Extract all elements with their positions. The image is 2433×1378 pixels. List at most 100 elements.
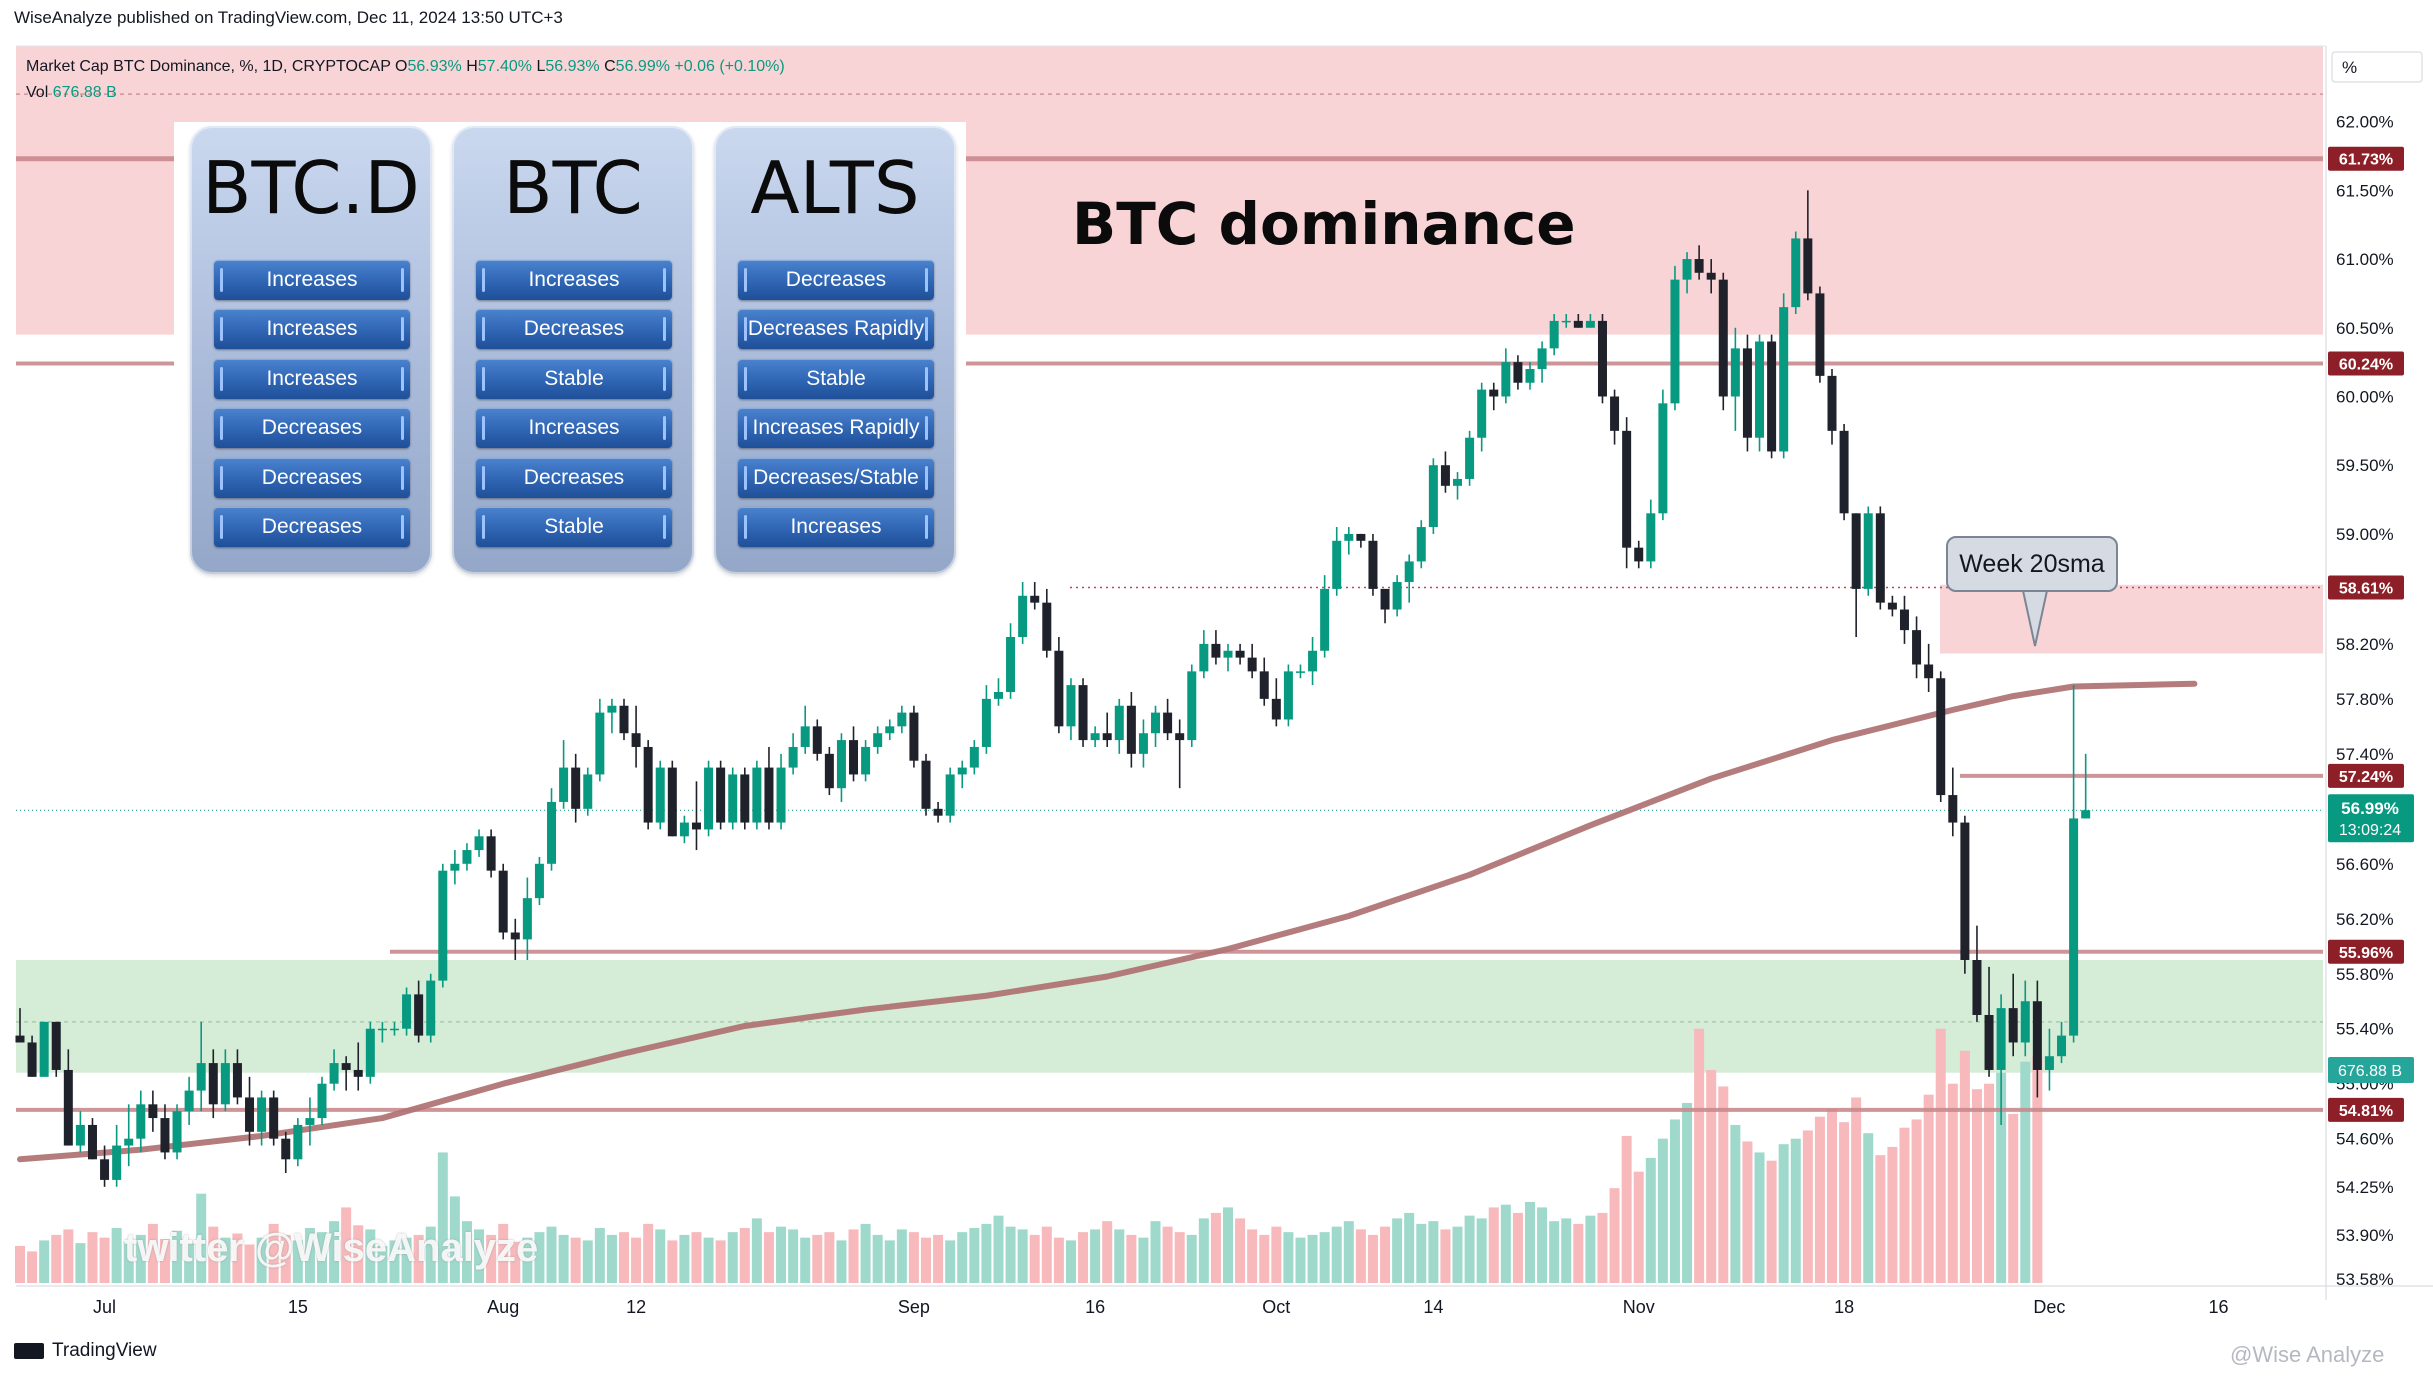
- author-watermark: @Wise Analyze: [2230, 1342, 2385, 1367]
- price-tick-label: 57.80%: [2336, 690, 2394, 709]
- time-tick-label: 14: [1423, 1297, 1443, 1317]
- volume-bar: [715, 1240, 726, 1283]
- candle-body: [691, 822, 701, 830]
- price-tick-label: 57.40%: [2336, 745, 2394, 764]
- volume-bar: [2032, 1056, 2043, 1283]
- candle-body: [1513, 362, 1523, 383]
- candle-body: [1827, 375, 1837, 431]
- candle-body: [1996, 1008, 2006, 1070]
- volume-bar: [848, 1229, 859, 1283]
- candle-body: [208, 1063, 218, 1105]
- volume-bar: [522, 1237, 533, 1283]
- price-tick-label: 55.80%: [2336, 965, 2394, 984]
- card-row: Decreases: [476, 458, 672, 498]
- volume-bar: [957, 1232, 968, 1283]
- candle-body: [873, 733, 883, 747]
- candle-body: [353, 1069, 363, 1077]
- volume-bar: [945, 1240, 956, 1283]
- candle-body: [1018, 595, 1028, 638]
- volume-bar: [1343, 1221, 1354, 1283]
- card-header: ALTS: [750, 146, 920, 230]
- volume-bar: [619, 1232, 629, 1283]
- volume-bar: [594, 1228, 605, 1283]
- candle-body: [51, 1021, 61, 1070]
- candle-body: [341, 1063, 351, 1070]
- candle-body: [402, 994, 412, 1029]
- volume-bar: [703, 1237, 714, 1283]
- candle-body: [1887, 602, 1897, 610]
- candle-body: [1972, 960, 1982, 1015]
- volume-bar: [691, 1232, 702, 1283]
- candle-body: [486, 836, 496, 871]
- candle-body: [1368, 540, 1378, 589]
- price-tick-label: 60.00%: [2336, 387, 2394, 406]
- volume-bar: [1645, 1157, 1656, 1283]
- volume-bar: [232, 1233, 243, 1283]
- candle-body: [1815, 293, 1825, 376]
- volume-bar: [341, 1207, 352, 1283]
- volume-bar: [1114, 1229, 1125, 1283]
- volume-bar: [1005, 1226, 1016, 1283]
- candle-body: [1030, 595, 1040, 603]
- volume-bar: [1367, 1234, 1378, 1283]
- volume-bar: [147, 1223, 158, 1283]
- candle-body: [800, 726, 810, 747]
- card-row: Increases: [476, 408, 672, 448]
- volume-bar: [1597, 1212, 1608, 1283]
- card-row: Decreases: [214, 458, 410, 498]
- volume-bar: [75, 1243, 86, 1283]
- price-tick-label: 53.58%: [2336, 1270, 2394, 1289]
- candle-body: [631, 733, 641, 747]
- candle-body: [1730, 348, 1740, 397]
- volume-bar: [1198, 1218, 1209, 1283]
- candle-body: [921, 760, 931, 809]
- volume-bar: [1899, 1127, 1910, 1283]
- candle-body: [1320, 588, 1330, 651]
- candle-body: [1755, 341, 1765, 438]
- tradingview-logo[interactable]: TradingView: [14, 1340, 157, 1362]
- volume-bar: [1996, 1072, 2007, 1283]
- candle-body: [1416, 527, 1426, 562]
- card-row: Decreases: [214, 507, 410, 547]
- volume-bar: [908, 1232, 919, 1283]
- candle-body: [39, 1021, 49, 1077]
- volume-bar: [1017, 1229, 1028, 1283]
- volume-bar: [401, 1237, 412, 1283]
- volume-bar: [123, 1241, 134, 1283]
- candle-body: [462, 850, 472, 864]
- candle-body: [2069, 818, 2079, 1036]
- card-row: Decreases: [214, 408, 410, 448]
- candle-body: [27, 1042, 37, 1077]
- candle-body: [2020, 1001, 2030, 1043]
- volume-bar: [534, 1232, 545, 1283]
- volume-bar: [812, 1234, 823, 1283]
- candle-body: [377, 1028, 387, 1031]
- tradingview-logo-icon: [14, 1343, 44, 1359]
- ohlc-change: +0.06 (+0.10%): [674, 58, 785, 75]
- volume-bar: [1452, 1226, 1463, 1283]
- candle-body: [547, 801, 557, 864]
- candle-body: [1235, 650, 1245, 658]
- volume-bar: [329, 1221, 340, 1283]
- time-tick-label: 16: [2209, 1297, 2229, 1317]
- price-tick-label: 59.00%: [2336, 525, 2394, 544]
- time-tick-label: Jul: [93, 1297, 116, 1317]
- candle-body: [257, 1097, 267, 1132]
- candle-body: [269, 1097, 279, 1139]
- candle-body: [1223, 650, 1233, 658]
- candle-body: [329, 1063, 339, 1084]
- volume-bar: [1138, 1237, 1149, 1283]
- ohlc-open: 56.93%: [407, 58, 462, 75]
- candle-body: [1597, 320, 1607, 397]
- candle-body: [1694, 259, 1704, 273]
- card-row: Stable: [476, 507, 672, 547]
- candle-body: [897, 712, 907, 727]
- candle-body: [752, 767, 762, 823]
- candle-body: [1525, 368, 1535, 383]
- volume-bar: [655, 1229, 666, 1283]
- volume-bar: [1887, 1146, 1898, 1283]
- level-tag-label: 60.24%: [2339, 356, 2393, 373]
- level-tag: [2328, 575, 2404, 600]
- level-tag-label: 54.81%: [2339, 1103, 2393, 1120]
- candle-body: [389, 1028, 399, 1031]
